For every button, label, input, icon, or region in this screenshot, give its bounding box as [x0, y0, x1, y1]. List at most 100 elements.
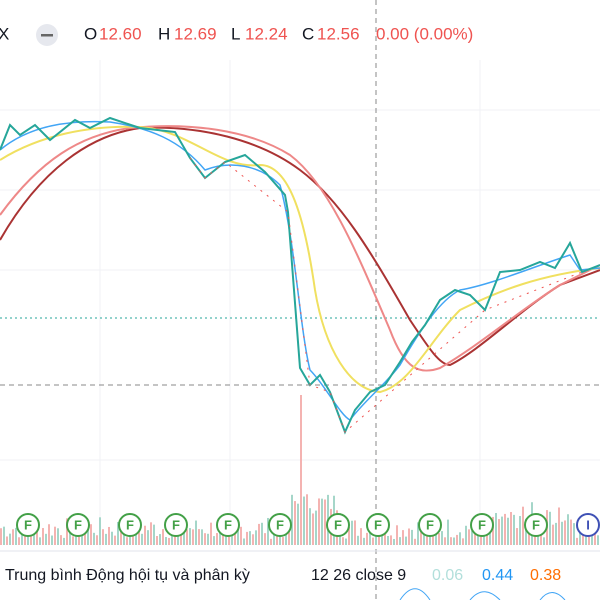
volume-bar	[114, 535, 116, 545]
volume-bar	[132, 533, 134, 545]
volume-bar	[447, 519, 449, 545]
volume-bar	[366, 532, 368, 545]
volume-bar	[9, 533, 11, 545]
marker-label: F	[478, 517, 486, 532]
volume-bar	[273, 531, 275, 545]
volume-bar	[498, 519, 500, 545]
volume-bar	[111, 531, 113, 545]
volume-bar	[216, 533, 218, 545]
high-value: 12.69	[174, 24, 217, 43]
volume-bar	[363, 537, 365, 545]
volume-bar	[315, 510, 317, 545]
volume-bar	[6, 536, 8, 545]
volume-bar	[342, 537, 344, 545]
volume-bar	[519, 516, 521, 545]
volume-bar	[453, 537, 455, 545]
volume-bar	[297, 503, 299, 545]
volume-bar	[195, 520, 197, 545]
volume-bar	[441, 531, 443, 545]
volume-bar	[270, 538, 272, 545]
volume-bar	[492, 516, 494, 545]
volume-bar	[105, 533, 107, 545]
volume-bar	[123, 531, 125, 545]
high-label: H	[158, 24, 170, 43]
volume-bar	[561, 521, 563, 545]
volume-bar	[120, 531, 122, 545]
marker-circle	[470, 513, 494, 537]
volume-bar	[405, 536, 407, 545]
volume-bar	[387, 535, 389, 545]
volume-bar	[438, 533, 440, 545]
volume-bar	[504, 513, 506, 545]
volume-bar	[375, 531, 377, 545]
volume-bar	[468, 529, 470, 545]
volume-bar	[369, 528, 371, 545]
marker-label: F	[172, 517, 180, 532]
volume-bar	[255, 530, 257, 545]
marker-label: F	[126, 517, 134, 532]
volume-bar	[345, 538, 347, 545]
volume-bar	[156, 536, 158, 545]
volume-bar	[372, 537, 374, 545]
volume-bar	[246, 531, 248, 545]
close-value: 12.56	[317, 24, 360, 43]
macd-value: 0.44	[482, 567, 513, 584]
volume-bar	[96, 535, 98, 545]
volume-bar	[282, 537, 284, 545]
volume-bar	[390, 535, 392, 545]
volume-bar	[570, 519, 572, 545]
signal-value: 0.38	[530, 567, 561, 584]
price-candles	[0, 116, 600, 435]
volume-bar	[93, 532, 95, 545]
volume-bar	[582, 528, 584, 545]
volume-bar	[0, 528, 2, 545]
volume-bar	[171, 529, 173, 545]
volume-bar	[144, 525, 146, 545]
volume-bar	[288, 528, 290, 545]
volume-bar	[147, 530, 149, 545]
volume-bar	[465, 525, 467, 545]
volume-bar	[18, 537, 20, 545]
volume-bar	[153, 524, 155, 545]
ma-mid	[0, 125, 600, 372]
volume-bar	[474, 527, 476, 545]
volume-bar	[186, 529, 188, 545]
volume-bar	[510, 512, 512, 545]
volume-bar	[381, 532, 383, 545]
volume-bar	[15, 527, 17, 545]
volume-bar	[39, 537, 41, 545]
volume-bar	[207, 533, 209, 545]
volume-bar	[168, 537, 170, 545]
volume-bar	[57, 528, 59, 545]
volume-bar	[576, 537, 578, 545]
change-value: 0.00 (0.00%)	[376, 24, 473, 43]
volume-bar	[522, 506, 524, 545]
volume-bar	[150, 522, 152, 545]
volume-bar	[210, 522, 212, 545]
volume-bar	[357, 535, 359, 545]
volume-bar	[87, 526, 89, 545]
ohlc-header: X O 12.60 H 12.69 L 12.24 C 12.56 0.00 (…	[0, 24, 473, 46]
volume-bar	[399, 537, 401, 545]
volume-bar	[462, 538, 464, 545]
volume-bar	[66, 518, 68, 545]
volume-bar	[60, 535, 62, 545]
volume-bar	[30, 532, 32, 545]
volume-bar	[417, 522, 419, 545]
histogram-value: 0.06	[432, 567, 463, 584]
volume-bar	[243, 538, 245, 545]
symbol: X	[0, 24, 9, 43]
ma-slow	[0, 126, 600, 367]
volume-bar	[264, 533, 266, 545]
volume-bar	[312, 513, 314, 545]
volume-bar	[189, 528, 191, 545]
marker-label: F	[276, 517, 284, 532]
marker-label: F	[374, 517, 382, 532]
marker-label: F	[224, 517, 232, 532]
volume-bar	[495, 513, 497, 545]
volume-bar	[378, 533, 380, 545]
volume-bar	[213, 536, 215, 545]
volume-bar	[63, 537, 65, 545]
volume-bar	[351, 520, 353, 545]
